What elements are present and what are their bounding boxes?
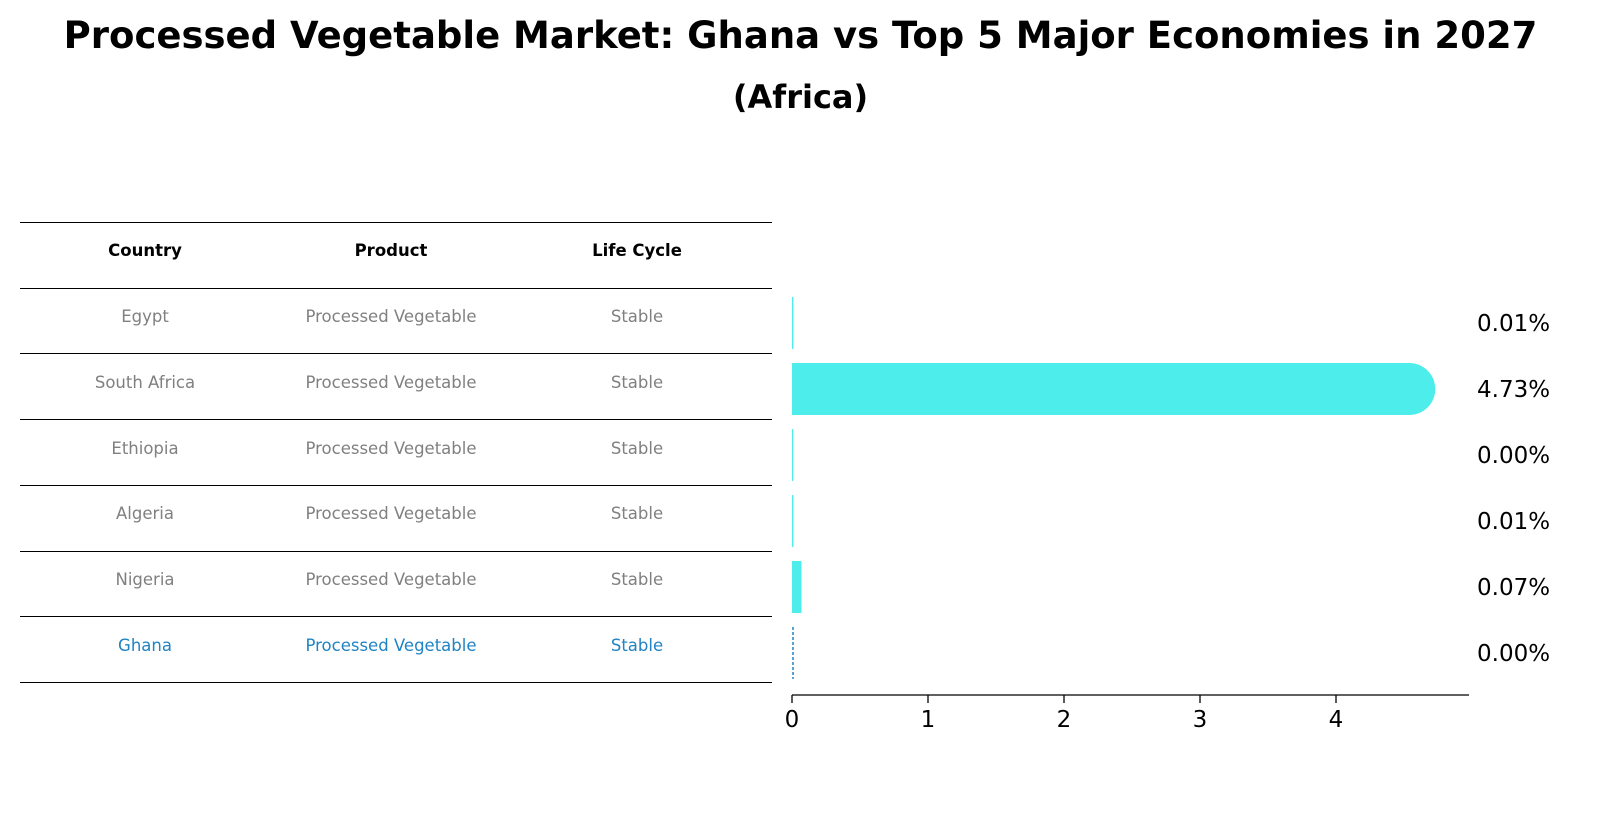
- table-rule: [20, 551, 772, 552]
- table-rule: [20, 288, 772, 289]
- bar-ethiopia: [792, 429, 794, 481]
- cell-country: Algeria: [116, 504, 174, 523]
- cell-product: Processed Vegetable: [305, 570, 477, 589]
- value-label-egypt: 0.01%: [1477, 311, 1550, 337]
- value-label-ghana: 0.00%: [1477, 641, 1550, 667]
- value-label-south-africa: 4.73%: [1477, 377, 1550, 403]
- value-label-ethiopia: 0.00%: [1477, 443, 1550, 469]
- header-product: Product: [354, 241, 428, 260]
- cell-product: Processed Vegetable: [305, 439, 477, 458]
- cell-country: South Africa: [94, 373, 196, 392]
- header-life-cycle: Life Cycle: [592, 241, 682, 260]
- x-tick-label: 1: [921, 707, 936, 733]
- table-rule: [20, 419, 772, 420]
- cell-country: Nigeria: [115, 570, 175, 589]
- table-rule: [20, 353, 772, 354]
- cell-country: Ghana: [118, 636, 172, 655]
- chart-subtitle: (Africa): [732, 78, 869, 116]
- table-rule: [20, 682, 772, 683]
- cell-life-cycle: Stable: [610, 307, 664, 326]
- x-tick-label: 2: [1057, 707, 1072, 733]
- cell-life-cycle: Stable: [610, 636, 664, 655]
- x-tick-label: 4: [1329, 707, 1344, 733]
- chart-title: Processed Vegetable Market: Ghana vs Top…: [63, 14, 1538, 57]
- cell-product: Processed Vegetable: [305, 373, 477, 392]
- cell-product: Processed Vegetable: [305, 307, 477, 326]
- cell-life-cycle: Stable: [610, 504, 664, 523]
- cell-life-cycle: Stable: [610, 439, 664, 458]
- bar-nigeria: [792, 561, 802, 613]
- cell-product: Processed Vegetable: [305, 504, 477, 523]
- cell-life-cycle: Stable: [610, 570, 664, 589]
- table-rule: [20, 222, 772, 223]
- table-rule: [20, 485, 772, 486]
- cell-life-cycle: Stable: [610, 373, 664, 392]
- x-tick-label: 3: [1193, 707, 1208, 733]
- cell-country: Egypt: [121, 307, 169, 326]
- cell-product: Processed Vegetable: [305, 636, 477, 655]
- x-tick-label: 0: [785, 707, 800, 733]
- bar-south-africa: [792, 363, 1436, 415]
- cell-country: Ethiopia: [111, 439, 179, 458]
- bar-algeria: [792, 495, 794, 547]
- table-rule: [20, 616, 772, 617]
- value-label-nigeria: 0.07%: [1477, 575, 1550, 601]
- header-country: Country: [108, 241, 182, 260]
- value-label-algeria: 0.01%: [1477, 509, 1550, 535]
- bar-egypt: [792, 297, 794, 349]
